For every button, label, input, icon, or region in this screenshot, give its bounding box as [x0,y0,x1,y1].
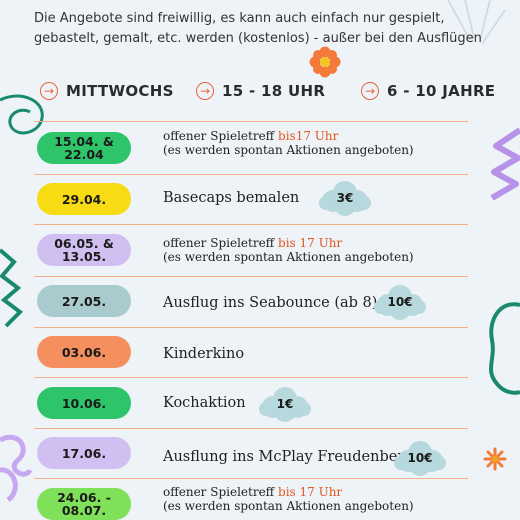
activity-highlight: bis 17 Uhr [278,236,343,250]
activity-text: Kochaktion [163,395,246,411]
divider [34,276,468,277]
activity-line2: (es werden spontan Aktionen angeboten) [163,143,414,157]
activity-text: offener Spieletreff bis 17 Uhr (es werde… [163,485,414,513]
price-badge: 10€ [373,283,427,321]
activity-line1: offener Spieletreff [163,129,279,143]
flower-icon [309,46,341,78]
activity-text: Ausflug ins Seabounce (ab 8) [163,295,378,311]
divider [34,428,468,429]
cloud-badge [394,441,446,476]
divider [34,121,468,122]
activity-line2: (es werden spontan Aktionen angeboten) [163,499,414,513]
date-pill: 06.05. & 13.05. [37,234,131,266]
info-day: → MITTWOCHS [40,82,174,100]
date-pill: 17.06. [37,437,131,469]
info-age: → 6 - 10 JAHRE [361,82,495,100]
cloud-badge [374,285,426,320]
cloud-badge [259,387,311,422]
activity-text: Ausflung ins McPlay Freudenberg [163,449,414,465]
price-label: 1€ [276,397,294,411]
price-badge: 10€ [393,439,447,477]
divider [34,377,468,378]
divider [34,174,468,175]
date-label: 15.04. & 22.04 [54,134,114,162]
info-time-label: 15 - 18 UHR [222,82,326,100]
cloud-badge [319,181,371,216]
divider [34,224,468,225]
price-label: 10€ [407,451,433,465]
price-badge: 3€ [318,179,372,217]
date-pill: 27.05. [37,285,131,317]
activity-text: offener Spieletreff bis17 Uhr (es werden… [163,129,414,157]
activity-text: offener Spieletreff bis 17 Uhr (es werde… [163,236,414,264]
activity-highlight: bis 17 Uhr [278,485,343,499]
price-badge: 1€ [258,385,312,423]
info-time: → 15 - 18 UHR [196,82,325,100]
date-pill: 24.06. - 08.07. [37,488,131,520]
date-label: 06.05. & 13.05. [54,236,114,264]
date-pill: 03.06. [37,336,131,368]
arrow-right-icon: → [361,82,379,100]
activity-line1: offener Spieletreff [163,485,279,499]
date-pill: 29.04. [37,183,131,215]
flower-icon [483,447,507,471]
price-label: 10€ [387,295,413,309]
date-label: 03.06. [61,344,107,360]
date-label: 24.06. - 08.07. [57,490,111,518]
date-label: 29.04. [61,191,107,207]
divider [34,478,468,479]
date-label: 27.05. [61,293,107,309]
date-label: 10.06. [61,395,107,411]
date-pill: 15.04. & 22.04 [37,132,131,164]
date-pill: 10.06. [37,387,131,419]
info-age-label: 6 - 10 JAHRE [387,82,496,100]
activity-line1: offener Spieletreff [163,236,279,250]
info-day-label: MITTWOCHS [66,82,174,100]
activity-line2: (es werden spontan Aktionen angeboten) [163,250,414,264]
date-label: 17.06. [61,445,107,461]
arrow-right-icon: → [196,82,214,100]
price-label: 3€ [336,191,354,205]
intro-text: Die Angebote sind freiwillig, es kann au… [34,11,482,46]
divider [34,327,468,328]
activity-text: Basecaps bemalen [163,190,300,206]
arrow-right-icon: → [40,82,58,100]
activity-text: Kinderkino [163,346,245,362]
activity-highlight: bis17 Uhr [278,129,339,143]
